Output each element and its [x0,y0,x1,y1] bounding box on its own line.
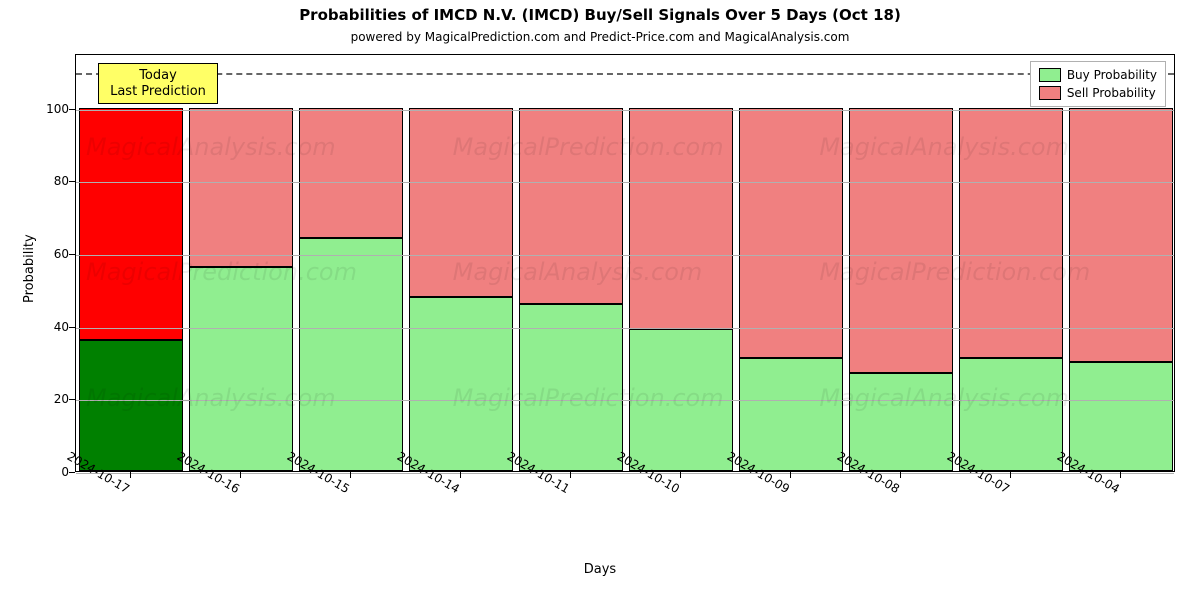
bar-segment-sell [739,108,844,359]
x-tick-mark [1120,472,1121,478]
bar-group [849,53,954,471]
gridline [76,110,1174,111]
y-tick-label: 20 [41,392,69,406]
bar-segment-sell [1069,108,1174,362]
y-tick-mark [69,254,75,255]
x-tick-mark [1010,472,1011,478]
legend-label-sell: Sell Probability [1067,84,1156,102]
legend-item-buy: Buy Probability [1039,66,1157,84]
x-tick-mark [790,472,791,478]
gridline [76,182,1174,183]
legend-swatch-buy [1039,68,1061,82]
bar-segment-sell [189,108,294,268]
x-tick-mark [460,472,461,478]
gridline [76,255,1174,256]
x-tick-mark [680,472,681,478]
bar-group [409,53,514,471]
gridline [76,400,1174,401]
bar-segment-sell [299,108,404,239]
bar-group [739,53,844,471]
today-annotation: Today Last Prediction [98,63,218,104]
bar-group [189,53,294,471]
y-tick-label: 40 [41,320,69,334]
y-tick-label: 80 [41,174,69,188]
x-tick-mark [130,472,131,478]
bar-group [79,53,184,471]
today-annotation-line2: Last Prediction [107,84,209,100]
legend: Buy Probability Sell Probability [1030,61,1166,107]
y-tick-mark [69,472,75,473]
bar-segment-buy [299,238,404,471]
bar-group [519,53,624,471]
x-tick-mark [350,472,351,478]
bar-segment-buy [1069,362,1174,471]
chart-container: Probabilities of IMCD N.V. (IMCD) Buy/Se… [0,0,1200,600]
plot-area: MagicalAnalysis.comMagicalPrediction.com… [75,54,1175,472]
bar-segment-sell [959,108,1064,359]
x-tick-mark [240,472,241,478]
x-axis-label: Days [0,562,1200,577]
bars-layer [76,55,1174,471]
legend-swatch-sell [1039,86,1061,100]
y-tick-mark [69,399,75,400]
x-tick-mark [900,472,901,478]
y-tick-label: 60 [41,247,69,261]
bar-group [299,53,404,471]
gridline [76,328,1174,329]
legend-label-buy: Buy Probability [1067,66,1157,84]
y-tick-label: 0 [41,465,69,479]
bar-group [959,53,1064,471]
today-annotation-line1: Today [107,68,209,84]
bar-segment-sell [409,108,514,297]
bar-segment-sell [629,108,734,330]
bar-group [1069,53,1174,471]
bar-segment-sell [849,108,954,373]
chart-title: Probabilities of IMCD N.V. (IMCD) Buy/Se… [0,6,1200,24]
y-axis-label: Probability [22,234,37,303]
bar-segment-sell [79,108,184,341]
y-tick-mark [69,181,75,182]
y-tick-label: 100 [41,102,69,116]
legend-item-sell: Sell Probability [1039,84,1157,102]
total-reference-line [76,73,1174,75]
x-tick-mark [570,472,571,478]
y-tick-mark [69,327,75,328]
bar-segment-sell [519,108,624,304]
bar-group [629,53,734,471]
chart-subtitle: powered by MagicalPrediction.com and Pre… [0,30,1200,44]
y-tick-mark [69,109,75,110]
